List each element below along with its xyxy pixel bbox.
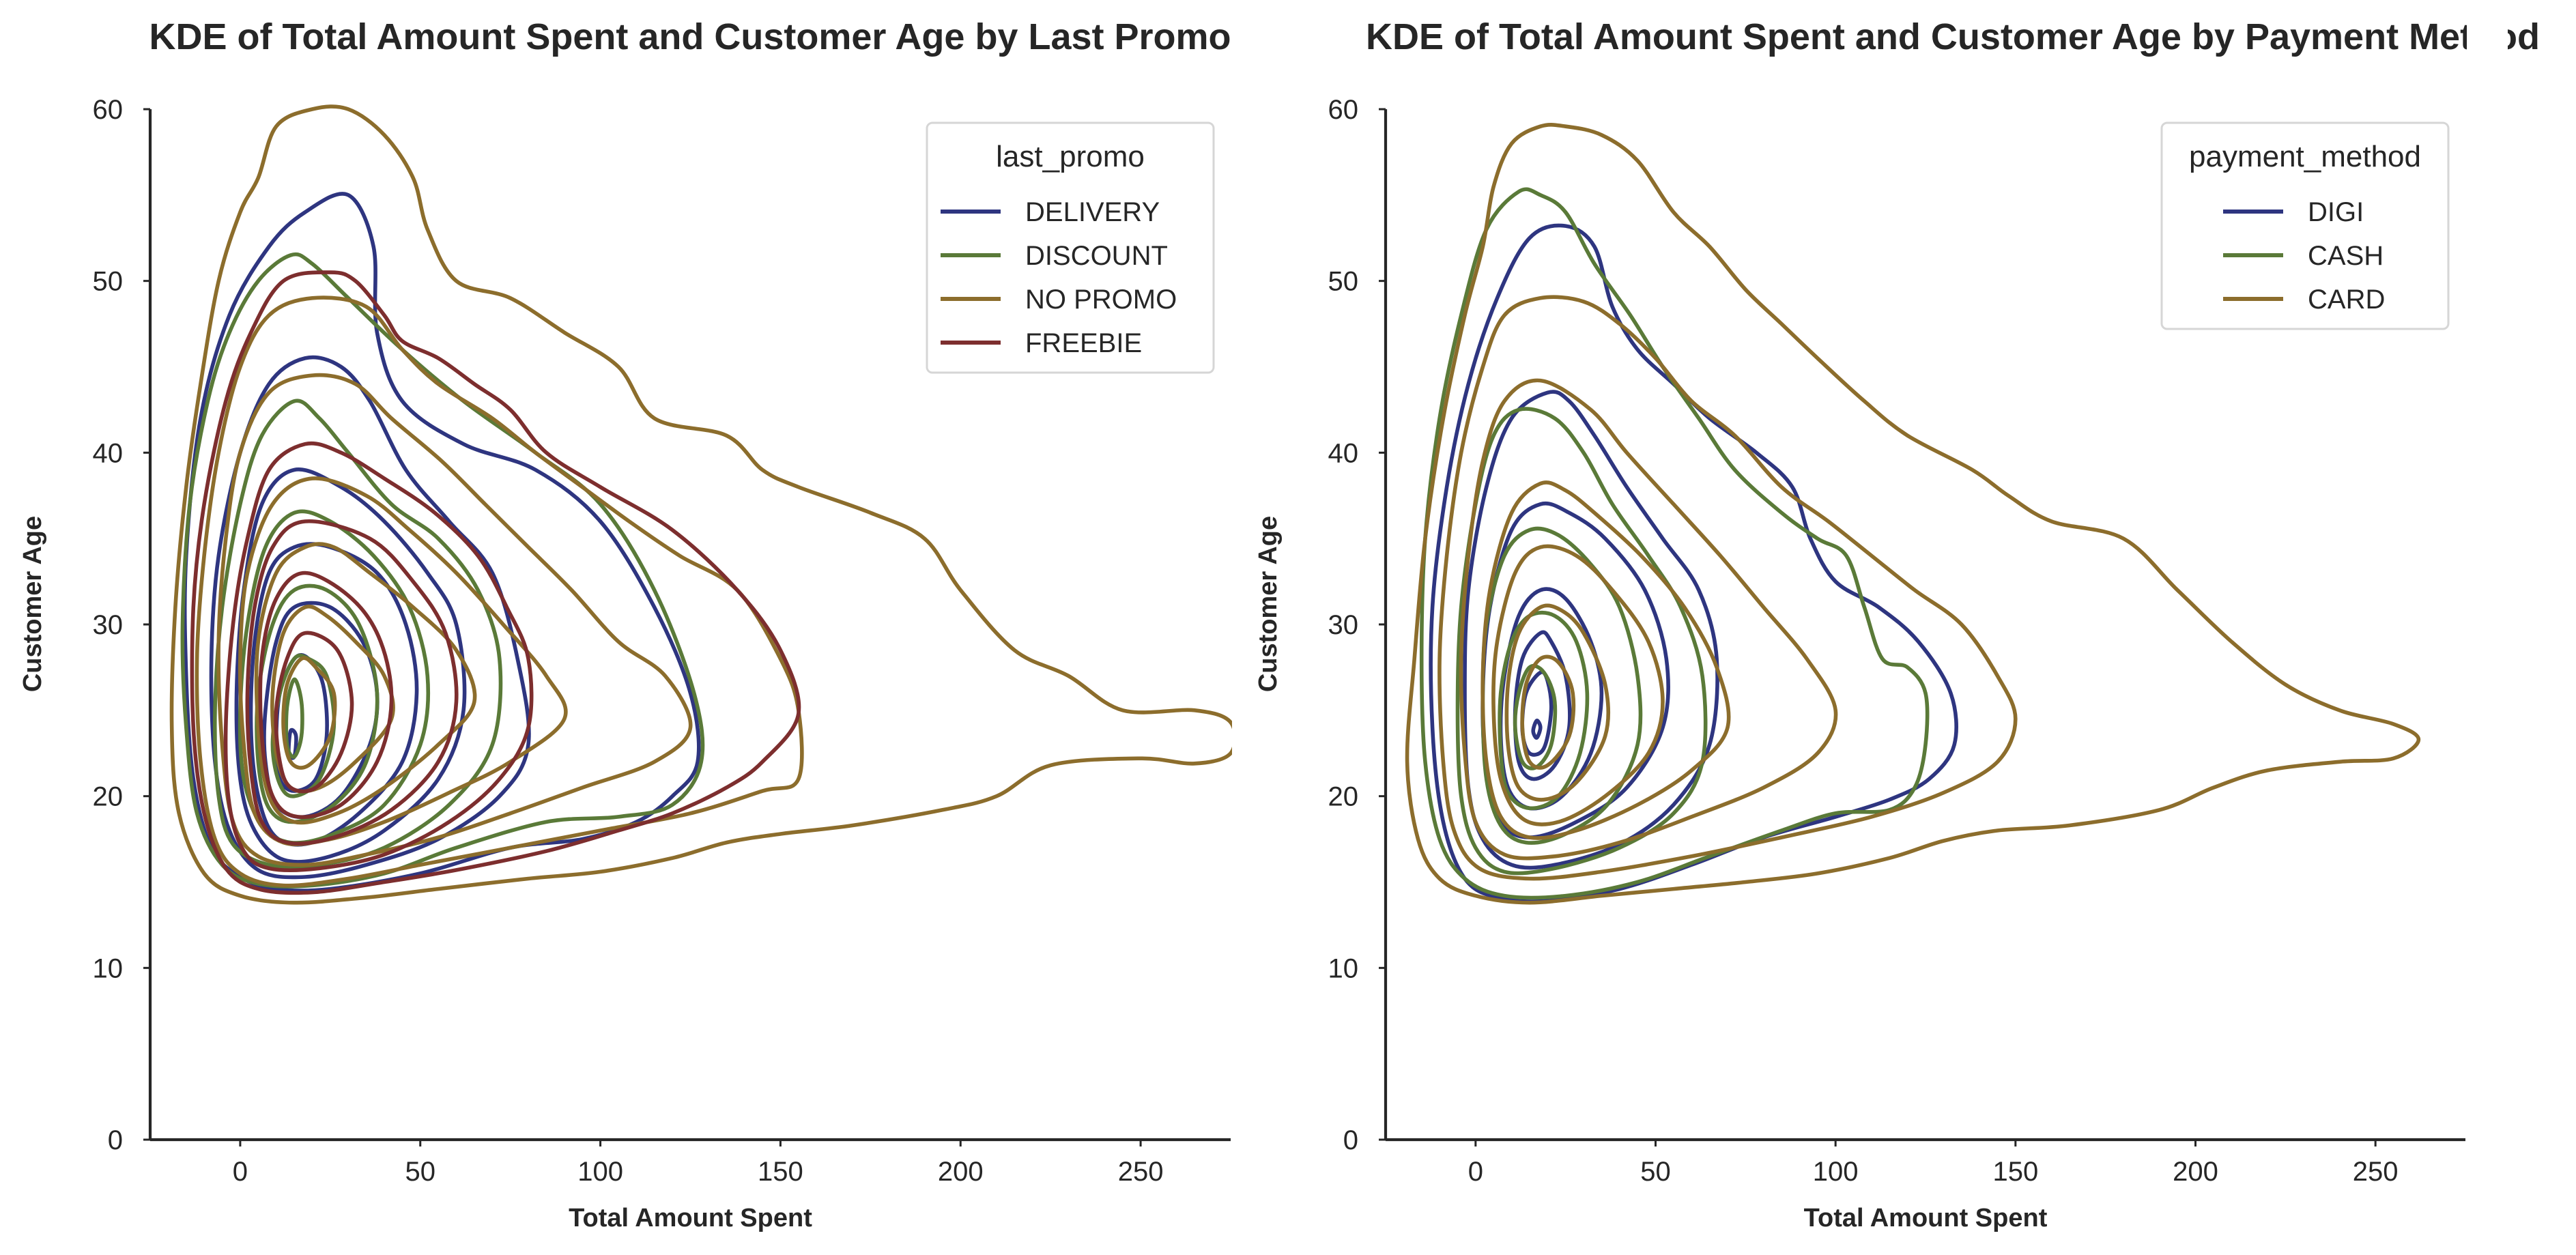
y-tick-label: 0	[1343, 1125, 1358, 1155]
contour-discount-level-2	[212, 399, 503, 869]
contour-discount-level-3	[238, 509, 431, 845]
y-axis-label: Customer Age	[18, 516, 47, 692]
contour-digi-level-7	[1531, 719, 1543, 740]
series-freebie	[190, 270, 801, 895]
series-no-promo	[169, 104, 1237, 905]
legend-frame	[2160, 121, 2450, 330]
y-tick-label: 20	[1328, 782, 1359, 812]
series-discount	[180, 252, 705, 889]
y-tick-label: 30	[1328, 610, 1359, 640]
contour-freebie-level-5	[274, 631, 354, 794]
x-tick-label: 250	[2353, 1157, 2399, 1187]
chart-title: KDE of Total Amount Spent and Customer A…	[149, 16, 1231, 57]
contour-freebie-level-2	[223, 441, 534, 873]
x-tick-label: 150	[1992, 1157, 2038, 1187]
y-tick-label: 20	[93, 782, 124, 812]
legend-label-card: CARD	[2308, 285, 2385, 315]
x-tick-label: 200	[2173, 1157, 2218, 1187]
x-tick-label: 50	[1640, 1157, 1671, 1187]
legend-frame	[926, 121, 1215, 374]
kde-panel-payment-method: KDE of Total Amount Spent and Customer A…	[1254, 0, 2540, 1252]
contour-no-promo-level-4	[238, 476, 568, 847]
y-tick-label: 0	[108, 1125, 123, 1155]
x-axis-label: Total Amount Spent	[569, 1204, 812, 1232]
legend-label-discount: DISCOUNT	[1025, 241, 1168, 271]
contour-freebie-level-3	[245, 519, 459, 846]
plot-clip-mask	[1232, 0, 1273, 1252]
kde-panel-last-promo: KDE of Total Amount Spent and Customer A…	[18, 0, 1273, 1252]
contour-no-promo-level-7	[281, 656, 337, 770]
contour-no-promo-level-5	[254, 542, 477, 825]
chart-title: KDE of Total Amount Spent and Customer A…	[1366, 16, 2540, 57]
contour-no-promo-level-1	[169, 104, 1237, 905]
contour-card-level-2	[1437, 295, 2018, 881]
legend-label-cash: CASH	[2308, 241, 2384, 271]
contour-no-promo-level-3	[216, 373, 693, 867]
contour-card-level-7	[1520, 654, 1576, 770]
x-tick-label: 0	[1468, 1157, 1483, 1187]
contour-layer	[1405, 123, 2421, 905]
y-tick-label: 10	[93, 953, 124, 983]
contour-card-level-3	[1459, 378, 1838, 861]
contour-discount-level-1	[180, 252, 705, 889]
x-tick-label: 100	[1813, 1157, 1859, 1187]
y-axis-label: Customer Age	[1254, 516, 1283, 692]
contour-card-level-4	[1480, 480, 1731, 840]
contour-discount-level-6	[284, 677, 304, 759]
contour-cash-level-4	[1498, 610, 1590, 811]
legend-label-delivery: DELIVERY	[1025, 197, 1160, 227]
x-tick-label: 250	[1118, 1157, 1164, 1187]
x-tick-label: 200	[938, 1157, 984, 1187]
plot-clip-mask	[2467, 0, 2508, 1252]
x-tick-label: 150	[758, 1157, 803, 1187]
legend-title: payment_method	[2189, 140, 2421, 173]
contour-digi-level-2	[1463, 390, 1719, 870]
y-tick-label: 40	[1328, 438, 1359, 468]
y-tick-label: 30	[93, 610, 124, 640]
legend-label-freebie: FREEBIE	[1025, 328, 1142, 358]
contour-card-level-5	[1491, 544, 1665, 826]
y-tick-label: 60	[93, 95, 124, 125]
x-axis-label: Total Amount Spent	[1804, 1204, 2048, 1232]
contour-digi-level-5	[1513, 630, 1572, 781]
x-tick-label: 0	[233, 1157, 248, 1187]
series-card	[1405, 123, 2421, 905]
legend: payment_method DIGI CASH CARD	[2160, 121, 2450, 330]
y-tick-label: 60	[1328, 95, 1359, 125]
contour-card-level-1	[1405, 123, 2421, 905]
contour-freebie-level-4	[258, 571, 394, 820]
legend-label-no-promo: NO PROMO	[1025, 285, 1177, 315]
contour-delivery-level-2	[209, 355, 531, 880]
contour-card-level-6	[1504, 603, 1611, 802]
contour-no-promo-level-6	[270, 604, 395, 794]
legend-title: last_promo	[996, 140, 1145, 173]
x-tick-label: 50	[405, 1157, 436, 1187]
contour-cash-level-1	[1419, 187, 1930, 900]
x-tick-label: 100	[577, 1157, 623, 1187]
legend: last_promo DELIVERY DISCOUNT NO PROMO FREEBI…	[926, 121, 1215, 374]
contour-freebie-level-1	[190, 270, 801, 895]
legend-label-digi: DIGI	[2308, 197, 2364, 227]
y-tick-label: 40	[93, 438, 124, 468]
contour-layer	[169, 104, 1237, 905]
y-tick-label: 50	[93, 267, 124, 297]
y-tick-label: 10	[1328, 953, 1359, 983]
contour-cash-level-2	[1455, 407, 1708, 876]
y-tick-label: 50	[1328, 267, 1359, 297]
